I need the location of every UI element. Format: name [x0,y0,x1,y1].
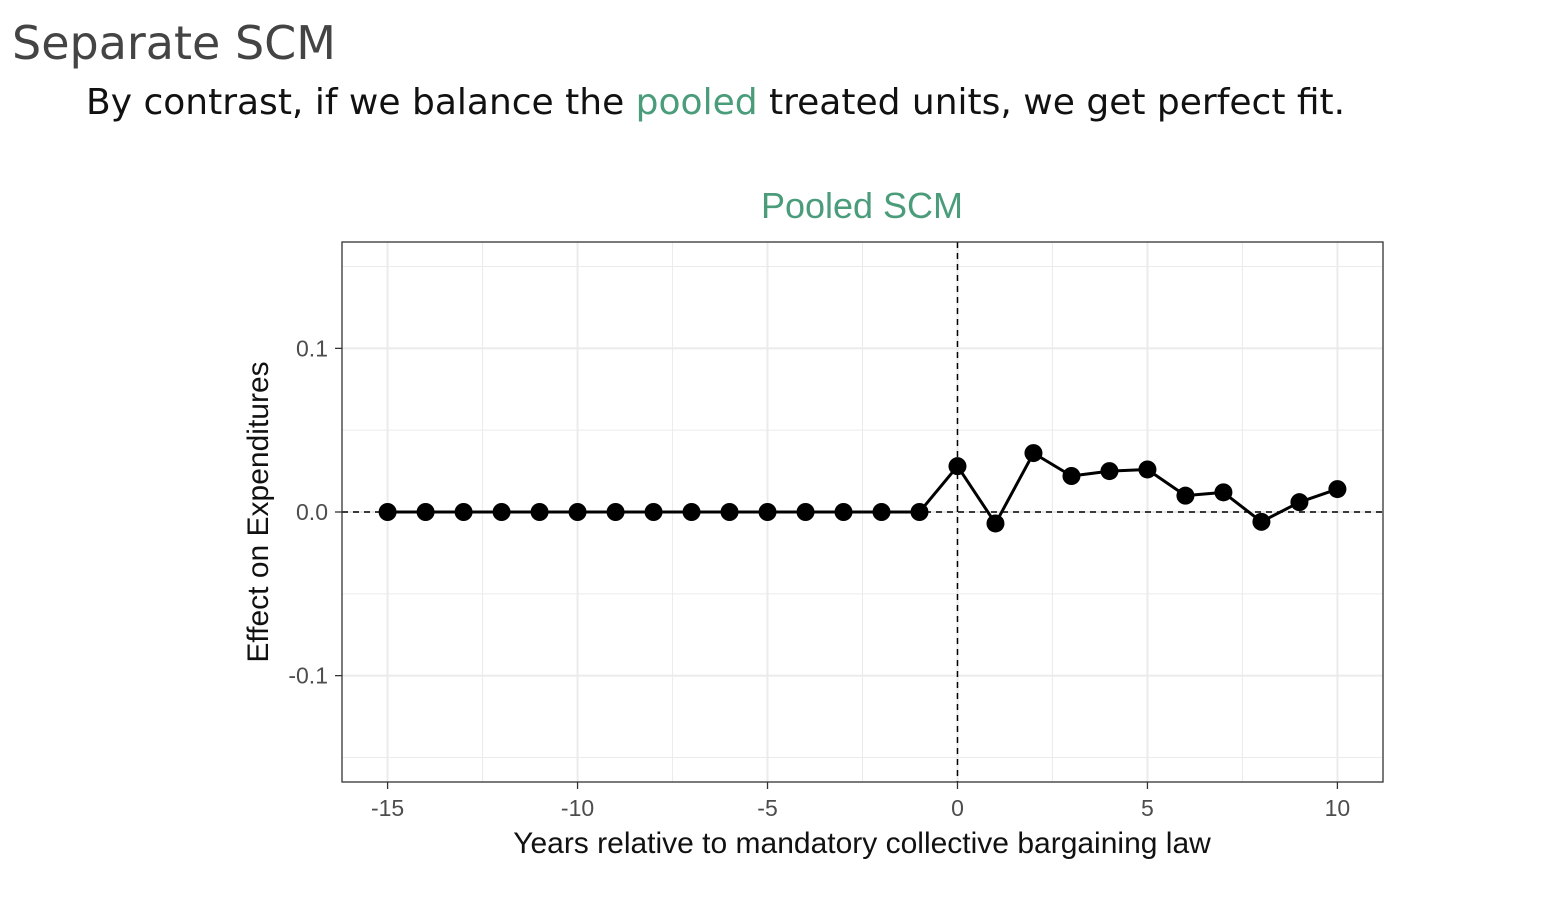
body-text-before: By contrast, if we balance the [86,82,636,123]
data-point [1024,444,1043,463]
data-point [1176,486,1195,505]
slide-body-text: By contrast, if we balance the pooled tr… [86,82,1345,123]
y-tick-label: -0.1 [288,663,328,689]
x-tick-label: 10 [1325,795,1351,821]
y-axis: -0.1 0.0 0.1 [288,335,342,689]
data-point [454,503,473,521]
x-axis: -15 -10 -5 0 5 10 [371,782,1350,821]
x-tick-label: -10 [561,795,594,821]
data-point [948,457,967,476]
data-point [682,503,701,521]
series-points-group [378,444,1347,533]
data-point [834,503,853,521]
body-text-after: treated units, we get perfect fit. [757,82,1346,123]
y-axis-label: Effect on Expenditures [242,361,275,662]
y-tick-label: 0.1 [296,335,328,361]
data-point [378,503,397,521]
data-point [492,503,511,521]
data-point [1100,462,1119,481]
data-point [796,503,815,521]
data-point [1290,493,1309,512]
data-point [530,503,549,521]
x-tick-label: 5 [1141,795,1154,821]
data-point [1138,460,1157,479]
data-point [606,503,625,521]
data-point [872,503,891,521]
data-point [1214,483,1233,502]
data-point [644,503,663,521]
data-point [1252,512,1271,531]
data-point [1062,467,1081,485]
x-tick-label: 0 [951,795,964,821]
data-point [568,503,587,521]
slide-title: Separate SCM [12,16,336,70]
chart-title: Pooled SCM [761,185,963,226]
data-point [910,503,929,521]
data-point [416,503,435,521]
x-tick-label: -15 [371,795,404,821]
x-axis-label: Years relative to mandatory collective b… [513,827,1211,860]
y-tick-label: 0.0 [296,499,328,525]
data-point [758,503,777,521]
data-point [986,514,1005,533]
x-tick-label: -5 [757,795,777,821]
body-text-highlight: pooled [635,82,758,123]
data-point [1328,480,1347,499]
data-point [720,503,739,521]
